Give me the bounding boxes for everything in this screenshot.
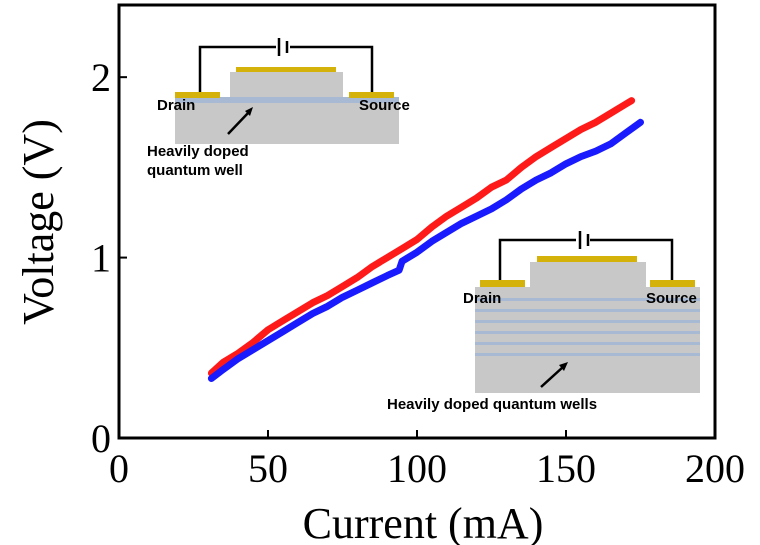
quantum-well-layer <box>475 342 700 345</box>
drain-label: Drain <box>157 97 195 114</box>
x-tick-label: 50 <box>248 446 288 491</box>
y-tick-label: 2 <box>91 55 111 100</box>
inset-single-quantum-well: Drain Source Heavily doped quantum well <box>147 38 410 179</box>
pointer-arrow-line <box>227 111 250 135</box>
x-tick-label: 0 <box>109 446 129 491</box>
gate-contact <box>236 67 336 72</box>
substrate <box>475 287 700 393</box>
x-tick-label: 200 <box>685 446 745 491</box>
quantum-well-layer <box>475 298 700 301</box>
x-axis-title: Current (mA) <box>303 499 544 545</box>
drain-label: Drain <box>463 290 501 307</box>
pointer-arrowhead <box>245 107 253 116</box>
drain-contact <box>175 92 220 98</box>
quantum-well-layer <box>475 309 700 312</box>
y-tick-label: 1 <box>91 236 111 281</box>
axis-ticks: 0 50 100 150 200 0 1 2 <box>91 55 745 491</box>
mesa <box>530 262 646 287</box>
quantum-well-layer <box>175 97 399 103</box>
y-tick-label: 0 <box>91 416 111 461</box>
gate-contact <box>537 256 637 262</box>
x-tick-label: 150 <box>536 446 596 491</box>
x-tick-label: 100 <box>387 446 447 491</box>
drain-contact <box>480 280 525 287</box>
inset-caption: Heavily doped quantum wells <box>387 396 597 413</box>
quantum-well-layer <box>475 320 700 323</box>
source-contact <box>349 92 394 98</box>
y-axis-title: Voltage (V) <box>14 119 63 325</box>
quantum-well-layer <box>475 331 700 334</box>
quantum-well-layer <box>475 353 700 356</box>
inset-multiple-quantum-wells: Drain Source Heavily doped quantum wells <box>387 231 700 413</box>
inset-caption-line1: Heavily doped <box>147 143 249 160</box>
substrate <box>175 100 399 144</box>
pointer-arrowhead <box>559 362 568 371</box>
series-line-1 <box>207 118 644 382</box>
mesa <box>230 72 343 97</box>
pointer-arrow-line <box>540 366 564 388</box>
source-label: Source <box>359 97 410 114</box>
source-label: Source <box>646 290 697 307</box>
inset-caption-line2: quantum well <box>147 162 243 179</box>
source-contact <box>650 280 695 287</box>
series-layer <box>207 97 644 382</box>
series-line-0 <box>207 97 636 377</box>
